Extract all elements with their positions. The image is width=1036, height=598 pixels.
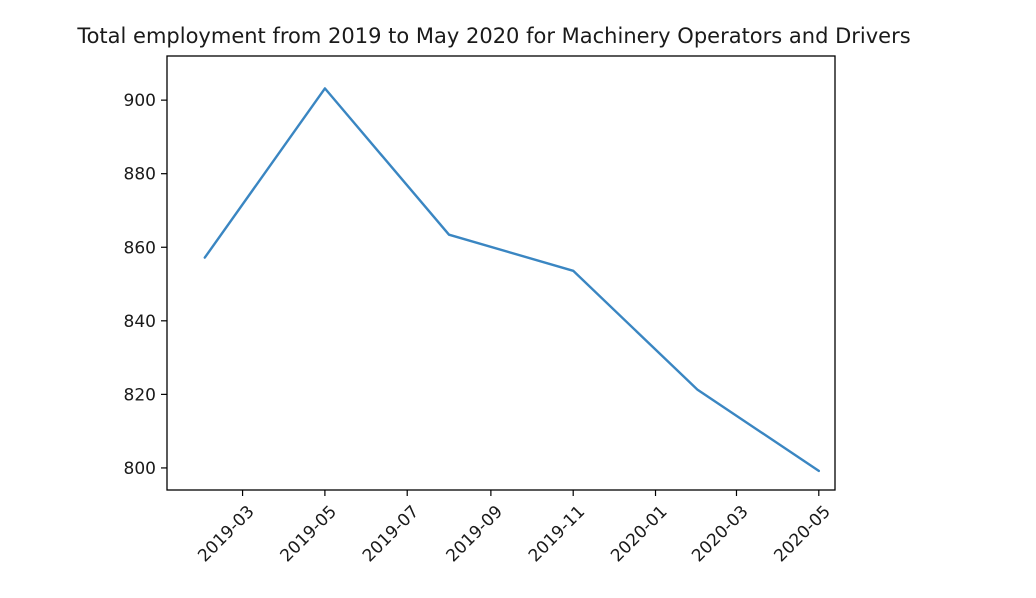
x-tick-label: 2019-03: [194, 502, 258, 566]
series-layer: [203, 87, 820, 473]
y-axis: 800 820 840 860 880 900: [124, 91, 167, 479]
x-tick-label: 2019-05: [277, 502, 341, 566]
x-axis: 2019-03 2019-05 2019-07 2019-09 2019-11 2020-…: [194, 490, 835, 566]
x-tick-label: 2019-11: [525, 502, 589, 566]
y-tick-label: 900: [124, 91, 156, 111]
x-tick-label: 2020-05: [770, 502, 834, 566]
y-tick-label: 820: [124, 385, 156, 405]
x-tick-label: 2020-01: [607, 502, 671, 566]
y-tick-label: 800: [124, 459, 156, 479]
x-tick-label: 2019-07: [359, 502, 423, 566]
y-tick-label: 840: [124, 312, 156, 332]
chart-title: Total employment from 2019 to May 2020 f…: [76, 24, 910, 48]
x-tick-label: 2020-03: [688, 502, 752, 566]
plot-area: [166, 55, 836, 491]
y-tick-label: 880: [124, 165, 156, 185]
series-line: [203, 87, 820, 473]
x-tick-label: 2019-09: [443, 502, 507, 566]
y-tick-label: 860: [124, 238, 156, 258]
